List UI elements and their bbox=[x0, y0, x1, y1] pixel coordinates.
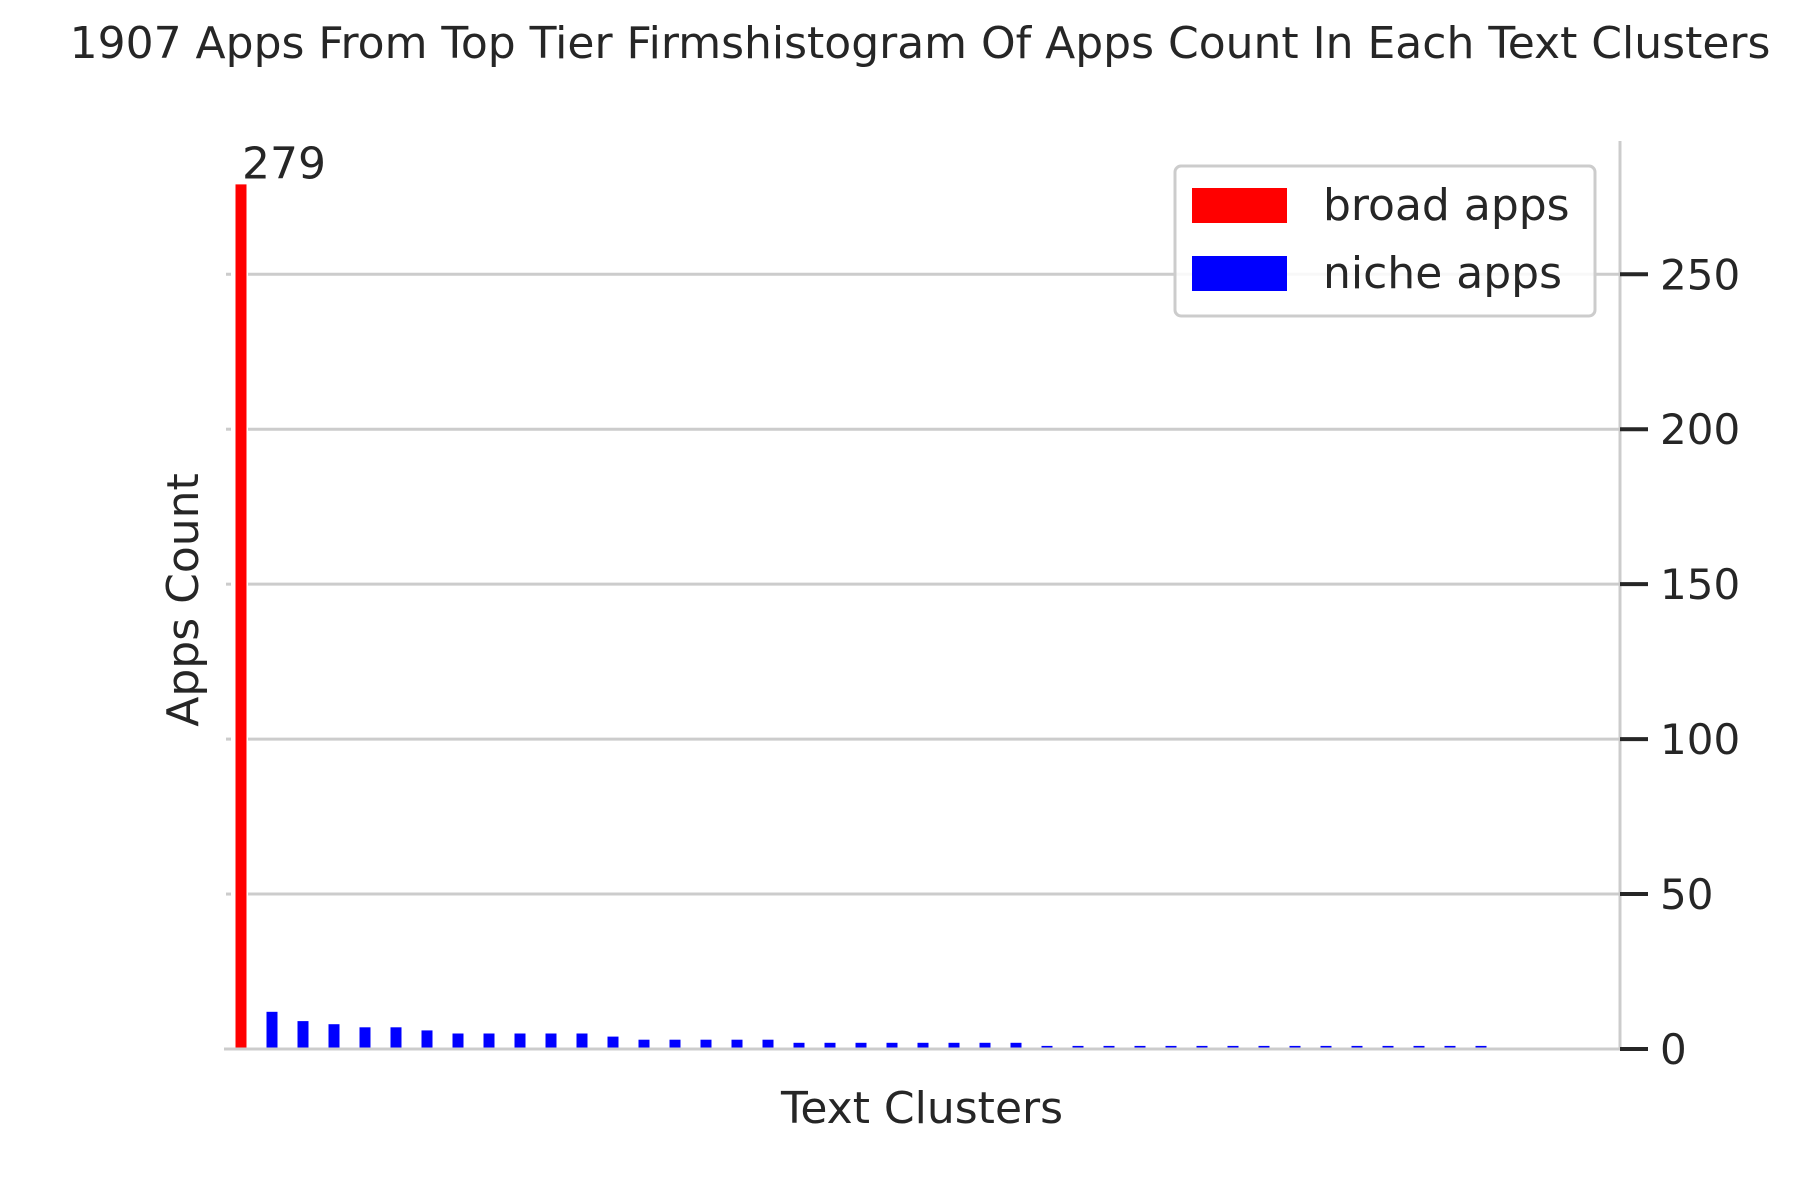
y-tick-label: 50 bbox=[1660, 870, 1713, 919]
bar bbox=[607, 1036, 619, 1049]
bar bbox=[1351, 1045, 1363, 1049]
legend-label: broad apps bbox=[1323, 180, 1570, 231]
grid bbox=[248, 272, 1620, 896]
legend-label: niche apps bbox=[1323, 248, 1562, 299]
y-tick-label: 0 bbox=[1660, 1025, 1687, 1074]
bar bbox=[1041, 1045, 1053, 1049]
bar bbox=[1382, 1045, 1394, 1049]
bar bbox=[359, 1027, 371, 1049]
y-tick-label: 100 bbox=[1660, 715, 1740, 764]
y-tick-label: 250 bbox=[1660, 250, 1740, 299]
bar bbox=[1444, 1045, 1456, 1049]
bar bbox=[638, 1039, 650, 1049]
bar bbox=[700, 1039, 712, 1049]
bar bbox=[266, 1011, 278, 1049]
x-axis-label: Text Clusters bbox=[780, 1083, 1063, 1134]
bar bbox=[235, 184, 247, 1049]
bar bbox=[669, 1039, 681, 1049]
bar bbox=[390, 1027, 402, 1049]
bar bbox=[514, 1033, 526, 1049]
legend-swatch bbox=[1192, 256, 1287, 291]
bar bbox=[328, 1024, 340, 1049]
bar bbox=[483, 1033, 495, 1049]
y-axis-label: Apps Count bbox=[158, 473, 209, 727]
bar bbox=[1258, 1045, 1270, 1049]
bar bbox=[948, 1042, 960, 1049]
bar bbox=[979, 1042, 991, 1049]
legend-swatch bbox=[1192, 188, 1287, 223]
bar bbox=[855, 1042, 867, 1049]
bar bbox=[1289, 1045, 1301, 1049]
left-tick-marks bbox=[226, 272, 231, 896]
bar bbox=[793, 1042, 805, 1049]
legend: broad apps niche apps bbox=[1173, 164, 1597, 318]
bar bbox=[1227, 1045, 1239, 1049]
bar bbox=[297, 1021, 309, 1049]
bar bbox=[545, 1033, 557, 1049]
bar bbox=[421, 1030, 433, 1049]
bar bbox=[1475, 1045, 1487, 1049]
bars bbox=[235, 184, 1487, 1049]
bar bbox=[576, 1033, 588, 1049]
bar bbox=[1103, 1045, 1115, 1049]
bar bbox=[1134, 1045, 1146, 1049]
bar bbox=[1196, 1045, 1208, 1049]
y-tick-label: 200 bbox=[1660, 405, 1740, 454]
bar bbox=[1413, 1045, 1425, 1049]
bar bbox=[452, 1033, 464, 1049]
bar bbox=[731, 1039, 743, 1049]
y-axis-ticks: 0 50 100 150 200 250 bbox=[1620, 250, 1740, 1074]
bar bbox=[886, 1042, 898, 1049]
bar-value-label: 279 bbox=[242, 138, 326, 189]
y-tick-label: 150 bbox=[1660, 560, 1740, 609]
bar bbox=[1072, 1045, 1084, 1049]
bar bbox=[824, 1042, 836, 1049]
bar bbox=[1320, 1045, 1332, 1049]
bar bbox=[1165, 1045, 1177, 1049]
chart-title: 1907 Apps From Top Tier Firmshistogram O… bbox=[70, 18, 1771, 69]
annotations: 279 bbox=[242, 138, 326, 189]
bar bbox=[1010, 1042, 1022, 1049]
bar bbox=[762, 1039, 774, 1049]
bar bbox=[917, 1042, 929, 1049]
